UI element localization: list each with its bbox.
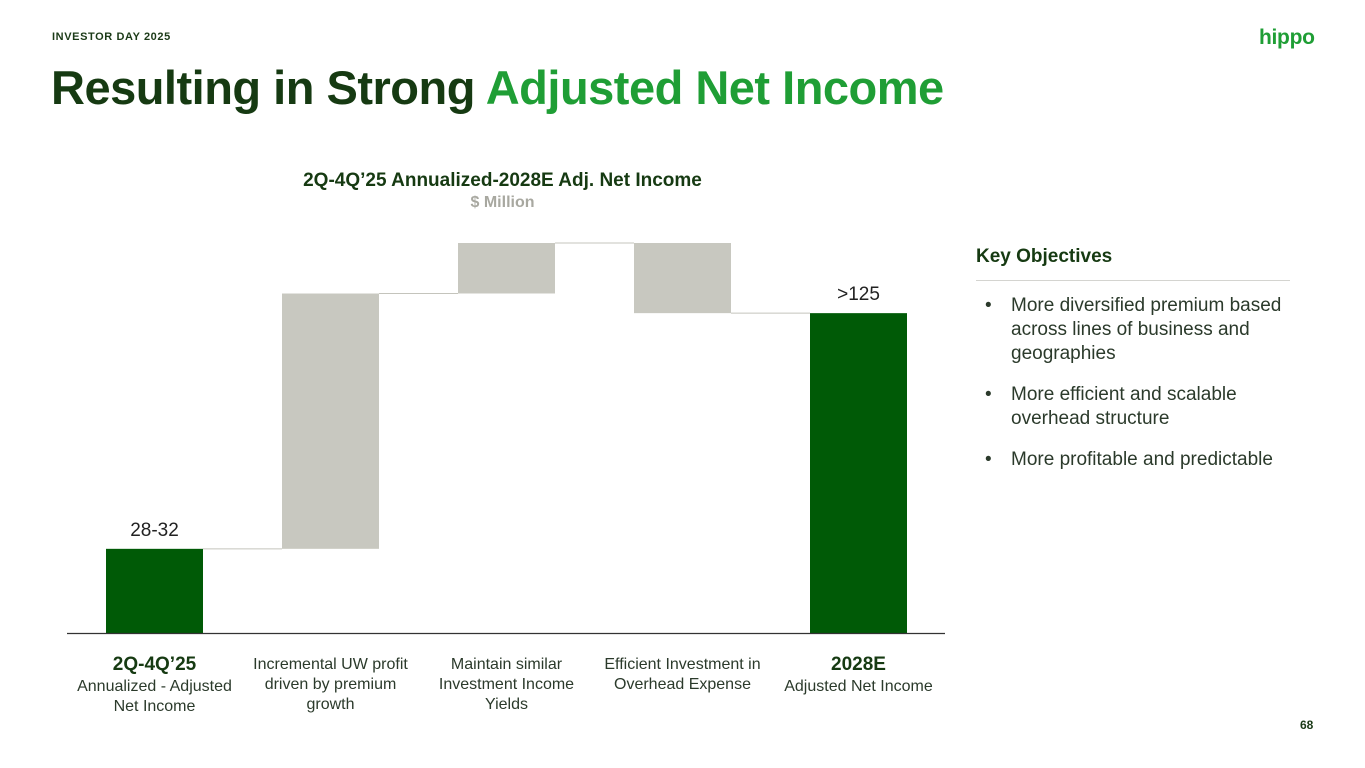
chart-unit: $ Million bbox=[470, 194, 535, 211]
objective-text: More diversified premium based across li… bbox=[1011, 295, 1282, 364]
chart-title: 2Q-4Q’25 Annualized-2028E Adj. Net Incom… bbox=[303, 170, 702, 191]
title-part-main: Resulting in Strong bbox=[51, 61, 486, 114]
category-label: Maintain similar Investment Income Yield… bbox=[419, 655, 595, 715]
objective-text: More efficient and scalable overhead str… bbox=[1011, 384, 1237, 429]
objective-item: • More efficient and scalable overhead st… bbox=[985, 383, 1285, 431]
category-label: Incremental UW profit driven by premium … bbox=[243, 655, 419, 715]
bullet-icon: • bbox=[985, 384, 992, 405]
hippo-logo: hippo bbox=[1259, 26, 1315, 49]
category-label: 2Q-4Q’25 Annualized - Adjusted Net Income bbox=[67, 653, 243, 717]
bar-total bbox=[810, 313, 907, 633]
category-label-text: Annualized - Adjusted Net Income bbox=[77, 678, 232, 715]
category-label: Efficient Investment in Overhead Expense bbox=[595, 655, 771, 695]
title-part-accent: Adjusted Net Income bbox=[485, 61, 944, 114]
objectives-heading: Key Objectives bbox=[976, 246, 1113, 267]
objectives-divider bbox=[976, 280, 1290, 281]
category-label-text: Adjusted Net Income bbox=[784, 678, 933, 695]
data-label: 28-32 bbox=[130, 520, 179, 541]
bar-increase bbox=[458, 243, 555, 294]
eyebrow-label: INVESTOR DAY 2025 bbox=[52, 31, 171, 43]
category-label: 2028E Adjusted Net Income bbox=[771, 653, 947, 697]
data-label: >125 bbox=[837, 284, 880, 305]
page-number: 68 bbox=[1300, 718, 1314, 732]
bar-total bbox=[106, 548, 203, 633]
bullet-icon: • bbox=[985, 449, 992, 470]
category-label-text: Efficient Investment in Overhead Expense bbox=[604, 656, 761, 693]
category-label-bold: 2Q-4Q’25 bbox=[112, 654, 197, 675]
bar-decrease bbox=[634, 243, 731, 314]
bullet-icon: • bbox=[985, 295, 992, 316]
category-label-bold: 2028E bbox=[831, 654, 886, 675]
page-title: Resulting in Strong Adjusted Net Income bbox=[51, 60, 944, 115]
category-label-text: Incremental UW profit driven by premium … bbox=[253, 656, 408, 713]
category-label-text: Maintain similar Investment Income Yield… bbox=[438, 656, 575, 713]
objective-item: • More profitable and predictable bbox=[985, 448, 1285, 472]
objective-text: More profitable and predictable bbox=[1011, 449, 1273, 470]
objectives-list: • More diversified premium based across l… bbox=[985, 294, 1285, 489]
bar-increase bbox=[282, 293, 379, 549]
objective-item: • More diversified premium based across l… bbox=[985, 294, 1285, 366]
